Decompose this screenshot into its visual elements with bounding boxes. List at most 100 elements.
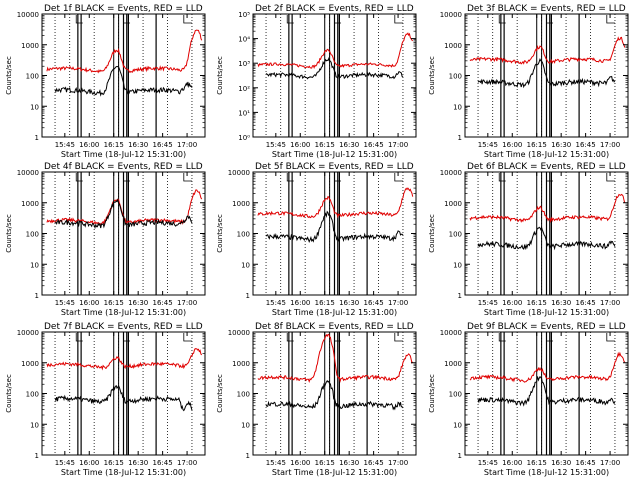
events-series-line — [477, 225, 616, 251]
panel-title: Det 7f BLACK = Events, RED = LLD — [44, 322, 203, 332]
y-tick-label: 100 — [449, 231, 462, 239]
events-series-line — [265, 210, 404, 244]
x-tick-label: 16:15 — [104, 141, 124, 149]
y-tick-label: 10000 — [440, 329, 462, 337]
x-tick-label: 16:30 — [128, 459, 148, 467]
y-tick-label: 10¹ — [238, 109, 250, 117]
shaded-interval — [324, 13, 331, 138]
events-series-line — [477, 376, 616, 407]
interval-bracket — [183, 333, 192, 342]
lld-series-line — [469, 36, 626, 65]
y-tick-label: 100 — [26, 231, 39, 239]
panel-2: Det 2f BLACK = Events, RED = LLD Counts/s… — [216, 4, 417, 159]
shaded-interval — [113, 331, 120, 456]
panel-1: Det 1f BLACK = Events, RED = LLD Counts/s… — [5, 4, 206, 159]
interval-bracket — [394, 333, 403, 342]
y-tick-label: 100 — [26, 391, 39, 399]
interval-bracket — [498, 173, 506, 182]
panel-4: Det 4f BLACK = Events, RED = LLD Counts/s… — [5, 162, 206, 317]
y-axis-label: Counts/sec — [5, 374, 13, 413]
x-tick-label: 16:30 — [339, 141, 359, 149]
y-axis-label: Counts/sec — [5, 56, 13, 95]
interval-bracket — [334, 173, 342, 182]
y-tick-label: 100 — [237, 231, 250, 239]
interval-bracket — [546, 333, 554, 342]
x-tick-label: 16:00 — [290, 459, 310, 467]
y-tick-label: 10000 — [17, 329, 39, 337]
panel-title: Det 8f BLACK = Events, RED = LLD — [255, 322, 414, 332]
interval-bracket — [183, 15, 192, 24]
panel-7: Det 7f BLACK = Events, RED = LLD Counts/s… — [5, 322, 206, 477]
x-tick-label: 16:45 — [153, 299, 173, 307]
y-tick-label: 10000 — [17, 169, 39, 177]
interval-bracket — [394, 15, 403, 24]
x-tick-label: 17:00 — [388, 459, 408, 467]
interval-bracket — [606, 15, 615, 24]
interval-bracket — [123, 333, 131, 342]
x-tick-label: 16:00 — [502, 299, 522, 307]
x-tick-label: 16:45 — [576, 141, 596, 149]
x-tick-label: 16:00 — [290, 141, 310, 149]
x-tick-label: 16:00 — [79, 459, 99, 467]
x-tick-label: 16:15 — [104, 299, 124, 307]
x-tick-label: 16:00 — [290, 299, 310, 307]
events-series-line — [54, 384, 193, 412]
x-tick-label: 16:00 — [502, 141, 522, 149]
events-series-line — [477, 58, 616, 89]
x-tick-label: 16:45 — [576, 459, 596, 467]
x-axis-label: Start Time (18-Jul-12 15:31:00) — [272, 308, 397, 317]
x-tick-label: 16:45 — [364, 299, 384, 307]
interval-bracket — [183, 173, 192, 182]
lld-series-line — [46, 347, 203, 371]
events-series-line — [54, 198, 193, 230]
panel-6: Det 6f BLACK = Events, RED = LLD Counts/s… — [428, 162, 629, 317]
shaded-interval — [113, 13, 120, 138]
x-tick-label: 17:00 — [177, 459, 197, 467]
shaded-interval — [536, 171, 543, 296]
interval-bracket — [334, 15, 342, 24]
y-tick-label: 1000 — [444, 200, 462, 208]
y-axis-label: Counts/sec — [216, 374, 224, 413]
x-tick-label: 16:30 — [339, 459, 359, 467]
x-axis-label: Start Time (18-Jul-12 15:31:00) — [61, 468, 186, 477]
y-tick-label: 100 — [449, 73, 462, 81]
plot-frame — [252, 13, 417, 138]
x-axis-label: Start Time (18-Jul-12 15:31:00) — [61, 150, 186, 159]
x-tick-label: 15:45 — [55, 459, 75, 467]
y-axis-label: Counts/sec — [428, 56, 436, 95]
interval-bracket — [286, 15, 294, 24]
y-axis-label: Counts/sec — [5, 214, 13, 253]
y-tick-label: 1 — [458, 134, 462, 142]
lld-series-line — [469, 351, 626, 383]
y-tick-label: 1 — [458, 452, 462, 460]
x-tick-label: 16:30 — [128, 299, 148, 307]
y-tick-label: 10000 — [17, 11, 39, 19]
x-tick-label: 16:30 — [551, 299, 571, 307]
panel-3: Det 3f BLACK = Events, RED = LLD Counts/s… — [428, 4, 629, 159]
y-tick-label: 100 — [26, 73, 39, 81]
y-tick-label: 10 — [453, 103, 462, 111]
x-axis-label: Start Time (18-Jul-12 15:31:00) — [484, 308, 609, 317]
y-tick-label: 10⁴ — [238, 36, 250, 44]
interval-bracket — [75, 333, 83, 342]
x-tick-label: 16:45 — [153, 141, 173, 149]
panel-5: Det 5f BLACK = Events, RED = LLD Counts/s… — [216, 162, 417, 317]
x-tick-label: 16:15 — [104, 459, 124, 467]
y-tick-label: 1000 — [21, 200, 39, 208]
x-tick-label: 16:00 — [79, 299, 99, 307]
y-tick-label: 10000 — [440, 169, 462, 177]
x-tick-label: 16:15 — [527, 459, 547, 467]
y-tick-label: 10000 — [228, 329, 250, 337]
y-tick-label: 10 — [30, 421, 39, 429]
events-series-line — [265, 56, 404, 80]
x-tick-label: 17:00 — [177, 141, 197, 149]
interval-bracket — [286, 333, 294, 342]
events-series-line — [265, 379, 404, 411]
x-axis-label: Start Time (18-Jul-12 15:31:00) — [272, 150, 397, 159]
x-tick-label: 15:45 — [478, 459, 498, 467]
x-tick-label: 16:15 — [315, 141, 335, 149]
x-axis-label: Start Time (18-Jul-12 15:31:00) — [61, 308, 186, 317]
panel-title: Det 3f BLACK = Events, RED = LLD — [467, 4, 626, 14]
lld-series-line — [46, 29, 203, 74]
